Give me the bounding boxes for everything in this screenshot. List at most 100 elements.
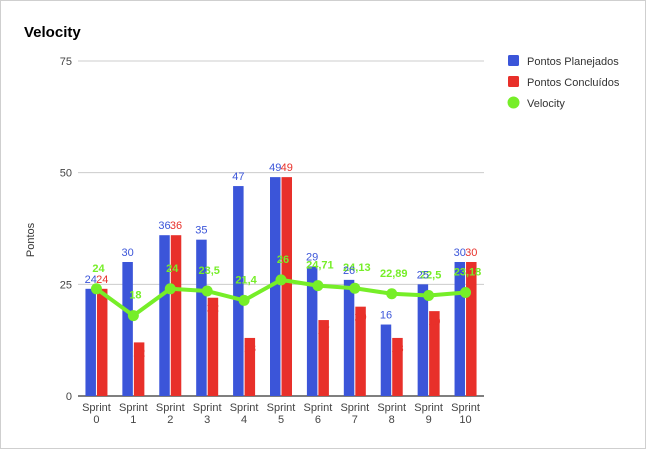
velocity-point[interactable]: [423, 290, 435, 301]
velocity-line-group: 24 18 24 23,5 21,4 26 24,71 24,13 22,89 22,5 23,18: [90, 254, 482, 322]
velocity-point[interactable]: [127, 310, 139, 322]
velocity-data-label: 24,13: [343, 262, 371, 274]
bar-planned[interactable]: [270, 177, 281, 396]
legend-entry-label: Pontos Planejados: [527, 56, 619, 68]
completed-data-label: 36: [170, 220, 182, 232]
x-tick-label: Sprint: [267, 402, 296, 414]
bar-completed[interactable]: [392, 337, 403, 396]
x-tick-label: Sprint: [193, 402, 222, 414]
completed-data-label: 22: [207, 303, 219, 315]
x-tick-label-number: 0: [93, 414, 99, 426]
x-axis: Sprint0Sprint1Sprint2Sprint3Sprint4Sprin…: [82, 402, 480, 426]
bar-planned[interactable]: [233, 186, 244, 396]
velocity-point[interactable]: [312, 280, 324, 292]
velocity-data-label: 18: [129, 290, 141, 302]
x-tick-label-number: 2: [167, 414, 173, 426]
x-tick-label-number: 1: [130, 414, 136, 426]
planned-data-label: 24: [85, 274, 97, 286]
x-tick-label-number: 4: [241, 414, 247, 426]
legend-entry-label: Pontos Concluídos: [527, 77, 620, 89]
y-tick-label: 25: [60, 279, 72, 291]
x-tick-label-number: 7: [352, 414, 358, 426]
x-tick-label-number: 5: [278, 414, 284, 426]
legend-swatch: [507, 96, 520, 109]
velocity-point[interactable]: [238, 294, 250, 306]
velocity-data-label: 24: [92, 263, 105, 275]
x-tick-label: Sprint: [304, 402, 333, 414]
bar-planned[interactable]: [196, 239, 207, 396]
velocity-data-label: 26: [277, 254, 289, 266]
x-tick-label: Sprint: [340, 402, 369, 414]
bar-completed[interactable]: [318, 320, 329, 396]
completed-data-label: 12: [133, 347, 145, 359]
chart-title: Velocity: [24, 24, 81, 41]
velocity-data-label: 24: [166, 263, 179, 275]
velocity-data-label: 21,4: [235, 274, 257, 286]
completed-data-label: 24: [96, 274, 108, 286]
bar-planned[interactable]: [417, 284, 429, 396]
planned-data-label: 36: [158, 220, 170, 232]
bar-completed[interactable]: [244, 337, 256, 396]
planned-data-label: 29: [306, 251, 318, 263]
velocity-point[interactable]: [349, 282, 361, 294]
velocity-data-label: 24,71: [306, 260, 334, 272]
velocity-data-label: 23,5: [198, 265, 219, 277]
bars: [85, 177, 477, 396]
bar-completed[interactable]: [133, 342, 145, 396]
planned-data-label: 26: [343, 265, 355, 277]
planned-data-label: 30: [454, 247, 466, 259]
x-tick-label-number: 10: [459, 414, 471, 426]
velocity-point[interactable]: [275, 274, 287, 286]
completed-data-label: 20: [354, 312, 366, 324]
x-tick-label: Sprint: [414, 402, 443, 414]
bar-completed[interactable]: [466, 262, 477, 396]
planned-data-label: 30: [121, 247, 133, 259]
bar-planned[interactable]: [454, 262, 466, 396]
x-tick-label: Sprint: [119, 402, 148, 414]
x-tick-label-number: 8: [389, 414, 395, 426]
velocity-point[interactable]: [460, 286, 472, 298]
y-tick-label: 75: [60, 56, 72, 68]
bar-planned[interactable]: [85, 288, 96, 396]
data-labels: 24 30 36 35 47 49 29 26 16 25 30 24 12 36 22 13 49 17 20 13…: [85, 162, 478, 359]
y-tick-label: 50: [60, 168, 72, 180]
velocity-data-label: 22,5: [420, 270, 441, 282]
velocity-point[interactable]: [90, 283, 102, 295]
bar-completed[interactable]: [170, 235, 182, 396]
bar-planned[interactable]: [122, 262, 133, 396]
x-tick-label: Sprint: [230, 402, 259, 414]
y-tick-label: 0: [66, 391, 72, 403]
velocity-data-label: 22,89: [380, 268, 408, 280]
bar-completed[interactable]: [355, 306, 366, 396]
bar-completed[interactable]: [207, 297, 219, 396]
legend[interactable]: Pontos Planejados Pontos Concluídos Veloci…: [507, 55, 620, 110]
bar-completed[interactable]: [429, 311, 440, 396]
bar-completed[interactable]: [281, 177, 293, 396]
x-tick-label: Sprint: [451, 402, 480, 414]
bar-planned[interactable]: [306, 266, 318, 396]
velocity-point[interactable]: [201, 285, 213, 297]
legend-swatch: [508, 76, 519, 87]
planned-data-label: 16: [380, 310, 392, 322]
bar-planned[interactable]: [380, 324, 392, 396]
completed-data-label: 13: [391, 343, 403, 355]
planned-data-label: 47: [232, 171, 244, 183]
x-tick-label-number: 9: [426, 414, 432, 426]
velocity-point[interactable]: [386, 288, 398, 300]
completed-data-label: 30: [465, 247, 477, 259]
legend-swatch: [508, 55, 519, 66]
velocity-point[interactable]: [164, 283, 176, 295]
y-axis-label: Pontos: [25, 222, 37, 257]
x-tick-label-number: 6: [315, 414, 321, 426]
bar-planned[interactable]: [343, 279, 355, 396]
bar-planned[interactable]: [159, 235, 170, 396]
bar-completed[interactable]: [96, 288, 108, 396]
completed-data-label: 49: [281, 162, 293, 174]
planned-data-label: 49: [269, 162, 281, 174]
planned-data-label: 35: [195, 225, 207, 237]
completed-data-label: 17: [318, 325, 330, 337]
completed-data-label: 19: [428, 316, 440, 328]
velocity-data-label: 23,18: [454, 266, 482, 278]
completed-data-label: 13: [244, 343, 256, 355]
